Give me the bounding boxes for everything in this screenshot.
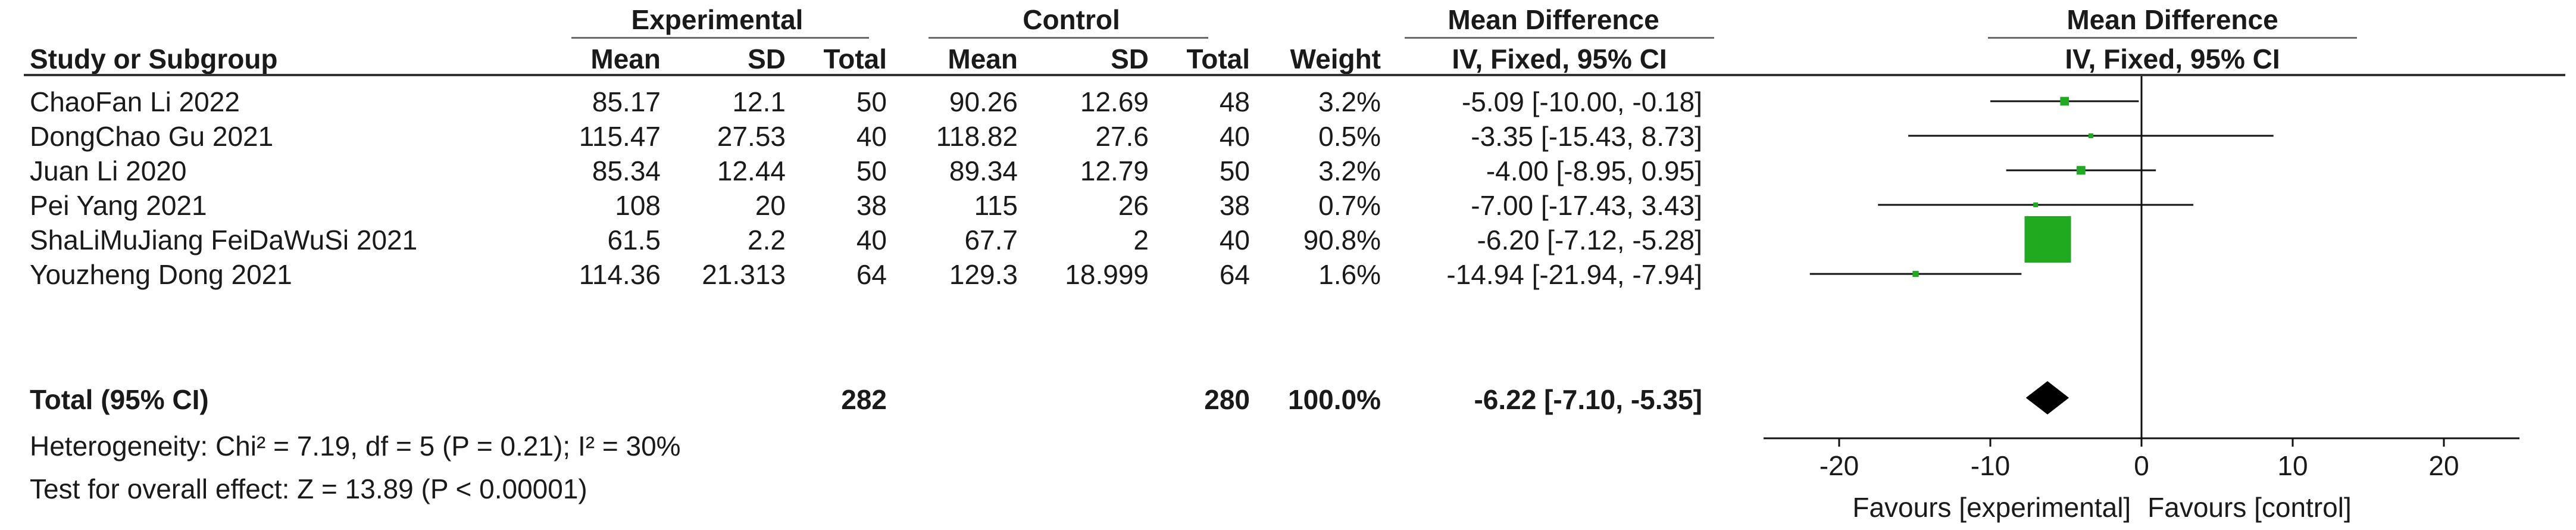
study-ctl-mean: 118.82 (936, 121, 1018, 152)
exp-total-header: Total (823, 43, 887, 74)
favours-control-label: Favours [control] (2147, 492, 2352, 523)
study-ci-text: -4.00 [-8.95, 0.95] (1486, 155, 1702, 186)
study-ci-text: -3.35 [-15.43, 8.73] (1471, 121, 1702, 152)
study-ctl-total: 40 (1219, 225, 1250, 255)
control-header-rule (929, 37, 1208, 39)
md-right-header-rule (1988, 37, 2357, 39)
exp-sd-header: SD (748, 43, 786, 74)
study-exp-mean: 85.17 (592, 86, 661, 117)
study-ctl-mean: 129.3 (949, 259, 1018, 290)
study-exp-sd: 12.44 (717, 155, 786, 186)
study-ctl-sd: 26 (1118, 190, 1149, 221)
study-weight: 3.2% (1318, 155, 1381, 186)
study-exp-total: 38 (856, 190, 887, 221)
study-exp-sd: 21.313 (702, 259, 786, 290)
study-exp-mean: 108 (615, 190, 661, 221)
method-header-right: IV, Fixed, 95% CI (2065, 43, 2280, 74)
summary-diamond (2025, 381, 2069, 414)
table-header-rule (24, 74, 2565, 76)
study-name: DongChao Gu 2021 (30, 121, 274, 152)
study-exp-total: 64 (856, 259, 887, 290)
study-weight: 0.5% (1318, 121, 1381, 152)
x-tick-label: -10 (1971, 450, 2010, 481)
study-ctl-mean: 67.7 (964, 225, 1018, 255)
study-exp-total: 40 (856, 121, 887, 152)
study-exp-total: 40 (856, 225, 887, 255)
x-tick-label: 10 (2277, 450, 2308, 481)
study-exp-sd: 20 (755, 190, 786, 221)
total-ci-text: -6.22 [-7.10, -5.35] (1474, 384, 1702, 415)
x-tick-label: -20 (1820, 450, 1859, 481)
md-left-header-rule (1405, 37, 1714, 39)
study-exp-mean: 61.5 (607, 225, 661, 255)
study-marker (2077, 166, 2086, 175)
study-weight: 90.8% (1303, 225, 1381, 255)
study-name: Juan Li 2020 (30, 155, 187, 186)
experimental-group-header: Experimental (631, 4, 804, 35)
study-weight: 1.6% (1318, 259, 1381, 290)
study-name: ChaoFan Li 2022 (30, 86, 240, 117)
study-marker (2060, 96, 2069, 106)
study-ci-text: -7.00 [-17.43, 3.43] (1471, 190, 1702, 221)
study-name: ShaLiMuJiang FeiDaWuSi 2021 (30, 225, 418, 255)
study-ctl-sd: 18.999 (1065, 259, 1149, 290)
study-ci-text: -14.94 [-21.94, -7.94] (1446, 259, 1702, 290)
study-weight: 3.2% (1318, 86, 1381, 117)
study-exp-mean: 114.36 (579, 259, 661, 290)
x-tick-label: 20 (2428, 450, 2459, 481)
study-ci-text: -6.20 [-7.12, -5.28] (1477, 225, 1702, 255)
total-exp-total: 282 (841, 384, 887, 415)
favours-experimental-label: Favours [experimental] (1852, 492, 2131, 523)
study-ctl-mean: 90.26 (949, 86, 1018, 117)
study-exp-total: 50 (856, 86, 887, 117)
exp-mean-header: Mean (590, 43, 661, 74)
total-label: Total (95% CI) (30, 384, 209, 415)
study-ctl-mean: 115 (974, 190, 1018, 221)
control-group-header: Control (1023, 4, 1120, 35)
study-ctl-total: 48 (1219, 86, 1250, 117)
heterogeneity-text: Heterogeneity: Chi² = 7.19, df = 5 (P = … (30, 431, 681, 462)
mean-difference-header-left: Mean Difference (1448, 4, 1659, 35)
study-marker (2024, 216, 2071, 263)
experimental-header-rule (571, 37, 869, 39)
study-ctl-total: 50 (1219, 155, 1250, 186)
study-ctl-sd: 2 (1133, 225, 1149, 255)
ctl-sd-header: SD (1111, 43, 1149, 74)
study-exp-mean: 115.47 (579, 121, 661, 152)
study-exp-sd: 12.1 (732, 86, 786, 117)
total-ctl-total: 280 (1204, 384, 1250, 415)
study-marker (2088, 133, 2093, 138)
study-name: Pei Yang 2021 (30, 190, 207, 221)
x-tick-label: 0 (2134, 450, 2149, 481)
method-header-left: IV, Fixed, 95% CI (1452, 43, 1667, 74)
study-ctl-sd: 12.79 (1080, 155, 1149, 186)
study-ctl-total: 40 (1219, 121, 1250, 152)
study-marker (1912, 270, 1919, 278)
study-ctl-sd: 27.6 (1095, 121, 1149, 152)
study-exp-sd: 27.53 (717, 121, 786, 152)
study-name: Youzheng Dong 2021 (30, 259, 292, 290)
study-exp-total: 50 (856, 155, 887, 186)
study-exp-mean: 85.34 (592, 155, 661, 186)
study-ctl-sd: 12.69 (1080, 86, 1149, 117)
study-ctl-total: 38 (1219, 190, 1250, 221)
study-exp-sd: 2.2 (748, 225, 786, 255)
study-ctl-mean: 89.34 (949, 155, 1018, 186)
weight-header: Weight (1290, 43, 1381, 74)
study-ci-text: -5.09 [-10.00, -0.18] (1461, 86, 1702, 117)
study-marker (2033, 202, 2039, 207)
study-column-header: Study or Subgroup (30, 43, 278, 74)
total-weight: 100.0% (1287, 384, 1381, 415)
ctl-mean-header: Mean (948, 43, 1018, 74)
study-weight: 0.7% (1318, 190, 1381, 221)
mean-difference-header-right: Mean Difference (2067, 4, 2278, 35)
overall-effect-text: Test for overall effect: Z = 13.89 (P < … (30, 473, 587, 504)
study-ctl-total: 64 (1219, 259, 1250, 290)
ctl-total-header: Total (1186, 43, 1250, 74)
